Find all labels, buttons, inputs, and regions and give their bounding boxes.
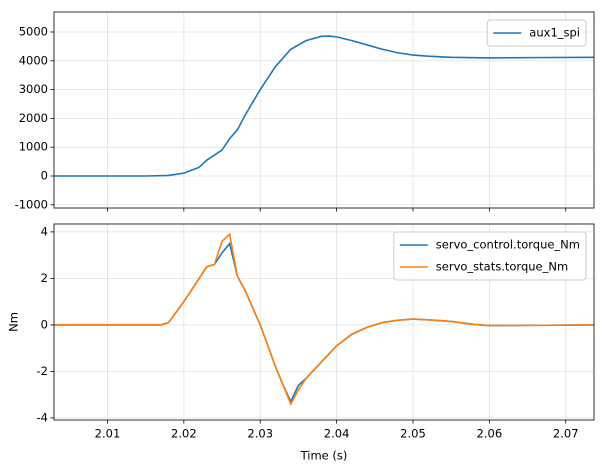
legend: servo_control.torque_Nm servo_stats.torqu… [393, 231, 587, 281]
axes-frame [53, 223, 595, 421]
legend-label: servo_stats.torque_Nm [436, 260, 568, 274]
y-tick-label: -1000 [15, 197, 48, 211]
legend-frame [393, 231, 587, 281]
axes-frame [53, 11, 595, 209]
series-line [54, 35, 594, 177]
legend-label: servo_control.torque_Nm [436, 238, 580, 252]
y-tick-label: 5000 [19, 24, 48, 38]
y-tick-label: 2000 [19, 111, 48, 125]
x-tick-label: 2.01 [95, 427, 121, 441]
y-tick-label: -4 [37, 410, 48, 424]
y-tick-label: 2 [41, 271, 48, 285]
axes: 2.01 2.02 2.03 2.04 2.05 2.06 2.07 -4 -2 0 2 4 servo… [37, 223, 595, 441]
x-tick-label: 2.02 [171, 427, 197, 441]
axes: -1000 0 1000 2000 3000 4000 5000 aux1_spi [15, 11, 595, 212]
y-tick-label: 0 [41, 317, 48, 331]
x-tick-label: 2.04 [324, 427, 350, 441]
y-tick-label: -2 [37, 364, 48, 378]
legend-frame [486, 19, 587, 47]
x-tick-label: 2.03 [247, 427, 273, 441]
x-tick-label: 2.05 [400, 427, 426, 441]
y-tick-label: 1000 [19, 140, 48, 154]
y-axis-label: Nm [7, 312, 21, 332]
x-tick-label: 2.07 [553, 427, 579, 441]
series-line [54, 232, 594, 406]
legend: aux1_spi [486, 19, 587, 47]
y-tick-label: 4 [41, 224, 48, 238]
y-tick-label: 0 [41, 169, 48, 183]
x-axis-label: Time (s) [300, 449, 348, 463]
y-tick-label: 3000 [19, 82, 48, 96]
x-tick-label: 2.06 [477, 427, 503, 441]
legend-label: aux1_spi [529, 26, 580, 40]
y-tick-label: 4000 [19, 53, 48, 67]
